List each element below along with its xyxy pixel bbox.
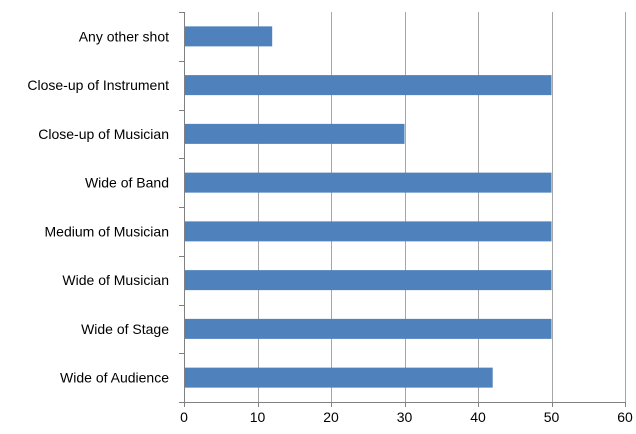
category-label: Wide of Musician xyxy=(62,272,169,288)
bar-wide-of-stage xyxy=(185,318,552,339)
x-tick-label: 40 xyxy=(470,409,486,425)
bar-close-up-of-musician xyxy=(185,123,405,144)
axes xyxy=(179,12,626,407)
x-tick-label: 30 xyxy=(397,409,413,425)
x-tick-label: 20 xyxy=(323,409,339,425)
x-tick-label: 10 xyxy=(250,409,266,425)
x-tick-label: 50 xyxy=(544,409,560,425)
bars xyxy=(185,26,552,388)
category-label: Any other shot xyxy=(79,28,169,44)
bar-wide-of-band xyxy=(185,172,552,193)
x-tick-label: 0 xyxy=(180,409,188,425)
category-label: Medium of Musician xyxy=(45,223,170,239)
category-label: Wide of Stage xyxy=(81,321,169,337)
labels: 0 10 20 30 40 50 60 Any other shot Close-up of I… xyxy=(27,28,633,425)
gridlines xyxy=(258,12,626,402)
category-label: Close-up of Instrument xyxy=(27,77,169,93)
bar-medium-of-musician xyxy=(185,221,552,242)
bar-wide-of-audience xyxy=(185,367,493,388)
category-label: Close-up of Musician xyxy=(38,126,169,142)
category-label: Wide of Audience xyxy=(60,370,169,386)
x-tick-label: 60 xyxy=(617,409,633,425)
category-label: Wide of Band xyxy=(85,175,169,191)
bar-any-other-shot xyxy=(185,26,273,47)
bar-wide-of-musician xyxy=(185,270,552,291)
bar-close-up-of-instrument xyxy=(185,75,552,96)
